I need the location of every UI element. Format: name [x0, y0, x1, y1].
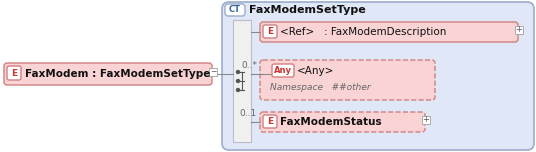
Bar [233, 20, 251, 142]
Text: E: E [267, 27, 273, 36]
Text: 0..1: 0..1 [240, 109, 257, 117]
Bar [515, 26, 523, 34]
FancyBboxPatch shape [225, 4, 245, 16]
Bar [209, 68, 217, 76]
Circle shape [236, 88, 240, 92]
Circle shape [236, 71, 240, 74]
Text: <Ref>   : FaxModemDescription: <Ref> : FaxModemDescription [280, 27, 446, 37]
Text: CT: CT [229, 5, 241, 14]
Bar [422, 116, 430, 124]
FancyBboxPatch shape [260, 22, 518, 42]
Text: +: + [516, 26, 523, 35]
Text: E: E [11, 69, 17, 78]
Text: <Any>: <Any> [297, 66, 334, 76]
Text: 0..*: 0..* [241, 60, 257, 69]
Text: −: − [210, 67, 216, 76]
Circle shape [236, 79, 240, 83]
FancyBboxPatch shape [260, 112, 425, 132]
FancyBboxPatch shape [7, 66, 21, 80]
FancyBboxPatch shape [222, 2, 534, 150]
Text: Namespace   ##other: Namespace ##other [270, 83, 370, 93]
Text: FaxModemSetType: FaxModemSetType [249, 5, 366, 15]
FancyBboxPatch shape [263, 115, 277, 128]
FancyBboxPatch shape [260, 60, 435, 100]
FancyBboxPatch shape [272, 64, 294, 77]
Text: Any: Any [274, 66, 292, 75]
FancyBboxPatch shape [263, 25, 277, 38]
Text: FaxModemStatus: FaxModemStatus [280, 117, 382, 127]
Text: FaxModem : FaxModemSetType: FaxModem : FaxModemSetType [25, 69, 210, 79]
FancyBboxPatch shape [4, 63, 212, 85]
Text: E: E [267, 117, 273, 126]
Text: +: + [422, 116, 429, 124]
